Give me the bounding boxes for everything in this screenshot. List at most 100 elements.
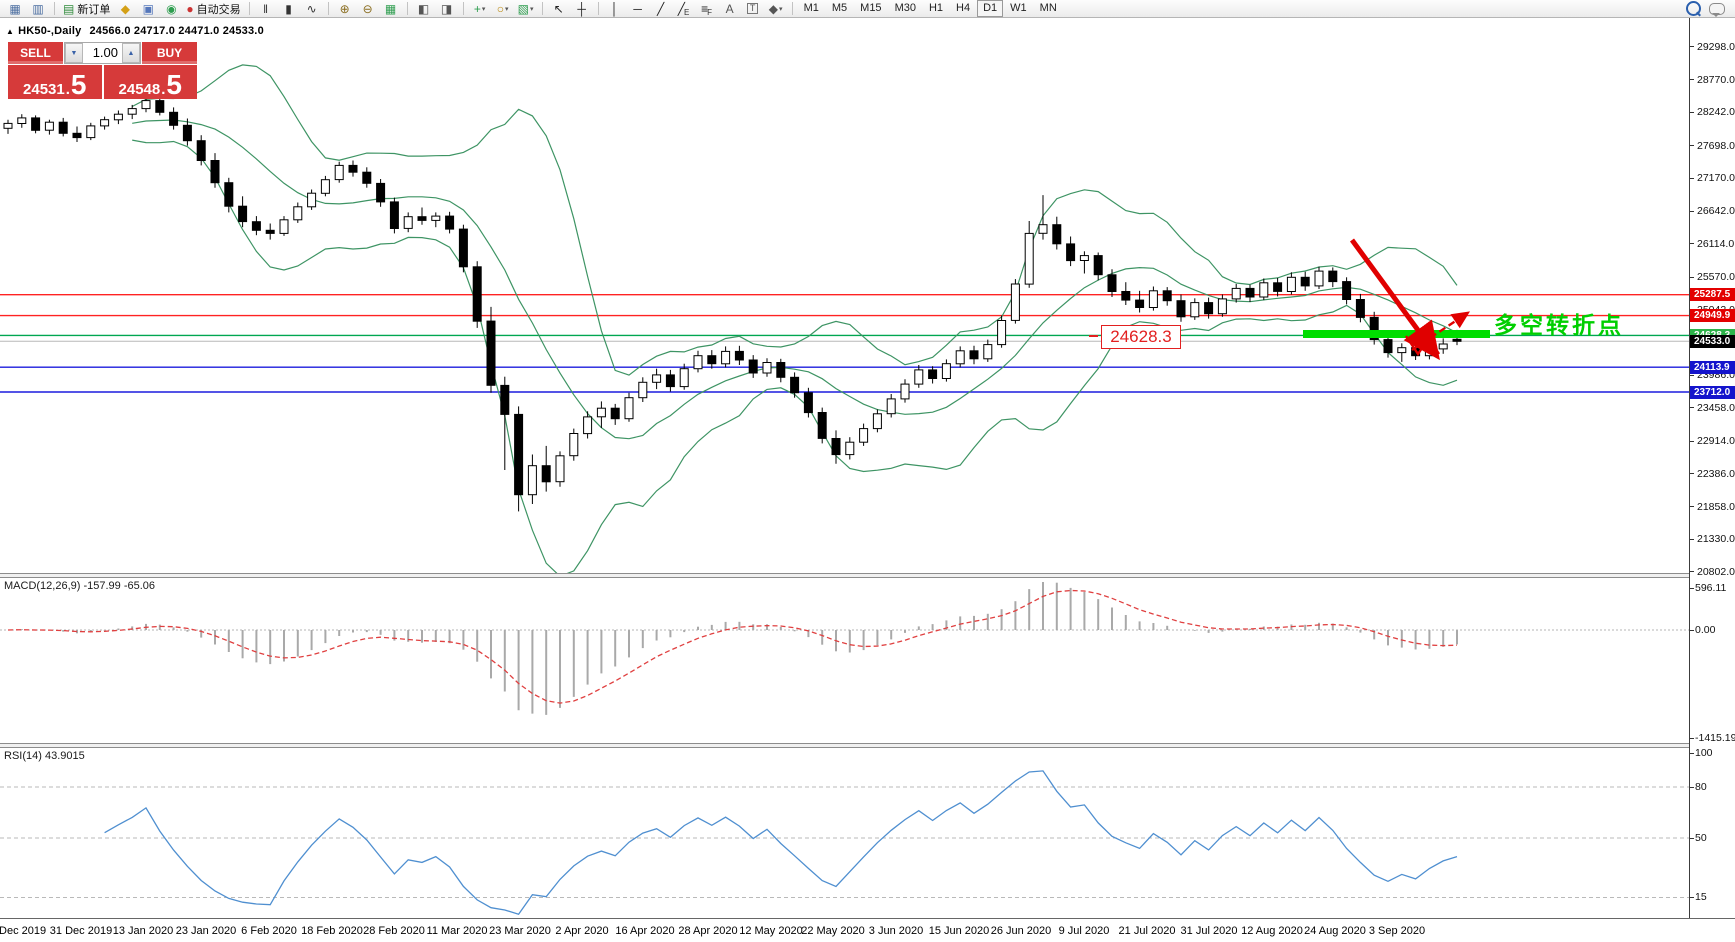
price-level-annotation[interactable]: 24628.3 [1101, 325, 1181, 349]
metaeditor-icon[interactable]: ▣ [137, 0, 159, 18]
arrange-vertical-icon: ◨ [440, 1, 453, 16]
autotrade-button-label: 自动交易 [196, 3, 241, 16]
autotrade-button[interactable]: ● 自动交易 [183, 0, 243, 18]
vertical-line-icon: │ [610, 1, 619, 16]
price-tick-label: 25570.0 [1697, 271, 1735, 284]
tick-chart-icon: ▥ [32, 1, 44, 16]
cursor-icon: ↖ [553, 1, 564, 16]
new-order-button[interactable]: ▤ 新订单 [60, 0, 113, 18]
date-label: 6 Feb 2020 [241, 925, 297, 937]
period-button-dropdown-icon[interactable]: ▾ [504, 5, 509, 13]
arrange-horizontal-icon[interactable]: ◧ [413, 0, 435, 18]
text-icon: A [725, 1, 734, 16]
text-label-icon[interactable]: T [742, 0, 764, 18]
sell-button[interactable]: SELL [8, 42, 63, 64]
zigzag-annotation[interactable] [1405, 335, 1441, 357]
bar-chart-icon[interactable]: ‖ [255, 0, 277, 18]
axis-tick [1690, 837, 1694, 839]
arrows-tool-icon-dropdown-icon[interactable]: ▾ [778, 5, 783, 13]
sell-price-main: 24531 [23, 81, 65, 98]
candle-body [1342, 281, 1352, 301]
tick-chart-icon[interactable]: ▥ [27, 0, 49, 18]
arrows-tool-icon: ◆ [768, 1, 778, 16]
search-icon[interactable] [1686, 1, 1701, 16]
candle-body [665, 374, 675, 388]
timeframe-h4[interactable]: H4 [956, 2, 971, 14]
date-label: 3 Jun 2020 [868, 925, 924, 937]
signals-icon[interactable]: ◉ [160, 0, 182, 18]
zoom-out-icon[interactable]: ⊖ [357, 0, 379, 18]
candle-body [1162, 290, 1172, 302]
chart-window-icon[interactable]: ▦ [4, 0, 26, 18]
crosshair-icon[interactable]: ┼ [571, 0, 593, 18]
turning-point-note[interactable]: 多空转折点 [1494, 312, 1624, 338]
template-button[interactable]: ▧ ▾ [515, 0, 537, 18]
candlestick-icon[interactable]: ▮ [278, 0, 300, 18]
sell-price[interactable]: 24531. 5 [8, 65, 102, 99]
add-indicator-button[interactable]: + ▾ [469, 0, 491, 18]
period-button[interactable]: ○ ▾ [492, 0, 514, 18]
history-center-icon[interactable]: ◆ [114, 0, 136, 18]
candle-body [238, 205, 248, 223]
main-price-chart[interactable] [0, 18, 1689, 574]
candle-body [831, 438, 841, 456]
rsi-line [104, 770, 1458, 915]
candle-body [127, 108, 137, 115]
vertical-line-icon[interactable]: │ [604, 0, 626, 18]
zoom-in-icon[interactable]: ⊕ [334, 0, 356, 18]
candle-body [610, 407, 620, 420]
date-label: 2 Apr 2020 [555, 925, 609, 937]
chat-icon[interactable] [1709, 2, 1725, 17]
timeframe-m15[interactable]: M15 [860, 2, 882, 14]
timeframe-m1[interactable]: M1 [803, 2, 819, 14]
text-label-icon: T [746, 3, 759, 14]
template-button-dropdown-icon[interactable]: ▾ [530, 5, 534, 13]
timeframe-w1[interactable]: W1 [1010, 2, 1027, 14]
axis-tick [1690, 587, 1694, 589]
candle-body [624, 397, 634, 420]
text-icon[interactable]: A [719, 0, 741, 18]
rsi-pane[interactable] [0, 748, 1689, 918]
cursor-icon[interactable]: ↖ [548, 0, 570, 18]
candle-body [1010, 283, 1020, 321]
line-chart-icon[interactable]: ∿ [301, 0, 323, 18]
timeframe-m5[interactable]: M5 [831, 2, 848, 14]
timeframe-d1[interactable]: D1 [977, 0, 1004, 17]
fibonacci-icon[interactable]: ≡ F [696, 0, 718, 18]
collapse-panel-icon[interactable]: ▲ [6, 27, 15, 36]
down-trend-arrow[interactable] [1349, 238, 1440, 361]
timeframe-h1[interactable]: H1 [928, 2, 944, 14]
trendline-icon[interactable]: ╱ [650, 0, 672, 18]
price-axis[interactable]: 29298.0 28770.0 28242.0 27698.0 27170.0 26642… [1689, 18, 1735, 918]
tile-windows-icon[interactable]: ▦ [380, 0, 402, 18]
support-highlight-bar[interactable] [1303, 330, 1490, 338]
candle-body [969, 350, 979, 360]
timeframe-mn[interactable]: MN [1039, 2, 1057, 14]
add-indicator-button-dropdown-icon[interactable]: ▾ [481, 5, 486, 13]
volume-up-button[interactable]: ▲ [122, 43, 140, 63]
pane-separator[interactable] [0, 573, 1735, 578]
chart-area[interactable]: ▲ HK50-,Daily 24566.0 24717.0 24471.0 2453… [0, 18, 1735, 942]
volume-input[interactable]: 1.00 [92, 45, 118, 60]
volume-down-button[interactable]: ▼ [65, 43, 83, 63]
axis-tick [1690, 473, 1694, 475]
timeframe-m30[interactable]: M30 [894, 2, 916, 14]
horizontal-line-icon[interactable]: ─ [627, 0, 649, 18]
axis-tick [1690, 145, 1694, 147]
buy-button[interactable]: BUY [142, 42, 197, 64]
buy-price[interactable]: 24548. 5 [103, 65, 197, 99]
pane-separator[interactable] [0, 743, 1735, 748]
candle-body [3, 122, 13, 129]
candle-body [983, 344, 993, 360]
arrows-tool-icon[interactable]: ◆ ▾ [765, 0, 787, 18]
axis-tick [1690, 79, 1694, 81]
metaeditor-icon: ▣ [142, 1, 155, 16]
candle-body [1121, 291, 1131, 301]
arrange-vertical-icon[interactable]: ◨ [436, 0, 458, 18]
candle-body [86, 125, 96, 139]
date-label: 28 Apr 2020 [678, 925, 738, 937]
equidistant-channel-icon[interactable]: ╱ E [673, 0, 695, 18]
macd-pane[interactable] [0, 578, 1689, 741]
axis-tick [1690, 538, 1694, 540]
